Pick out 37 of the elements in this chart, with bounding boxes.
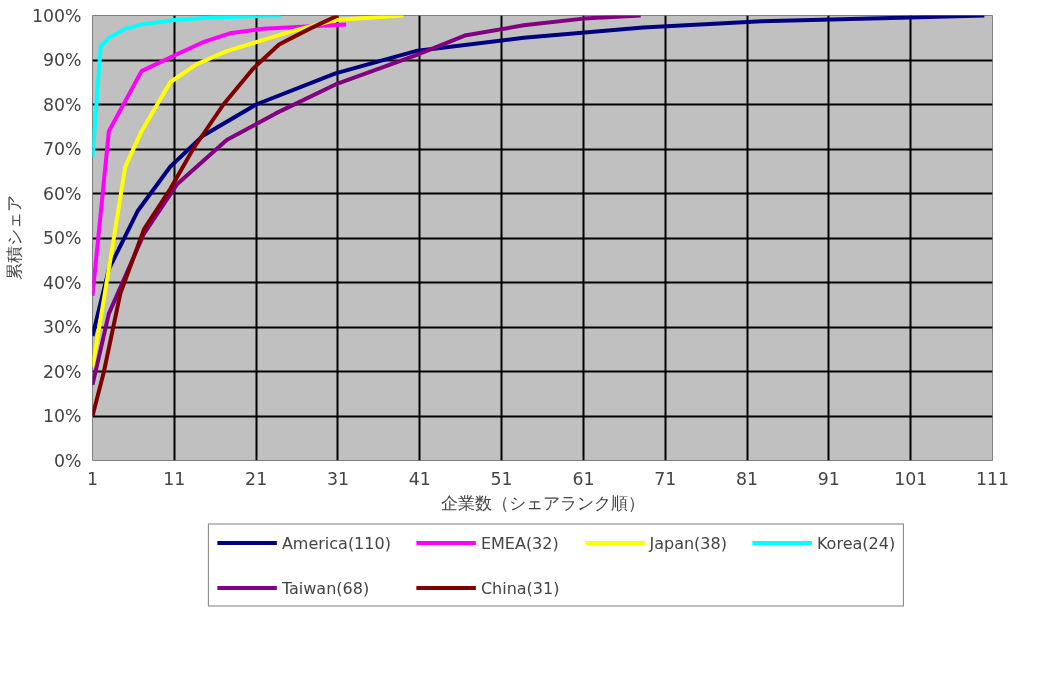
y-tick-label: 0%: [54, 450, 82, 471]
x-tick-label: 61: [572, 468, 595, 489]
y-axis-title: 累積シェア: [3, 195, 24, 281]
legend-label: China(31): [480, 578, 560, 597]
x-tick-label: 71: [654, 468, 677, 489]
x-tick-label: 11: [163, 468, 186, 489]
line-series: [92, 15, 283, 160]
x-tick-label: 91: [817, 468, 840, 489]
line-series: [92, 15, 406, 370]
x-tick-label: 111: [975, 468, 1010, 489]
line-series: [92, 15, 987, 338]
y-tick-label: 100%: [31, 5, 82, 26]
y-tick-label: 10%: [42, 406, 82, 426]
y-tick-label: 30%: [42, 317, 82, 337]
x-tick-label: 1: [86, 468, 99, 489]
y-tick-label: 40%: [42, 272, 82, 293]
legend-label: Japan(38): [649, 533, 727, 552]
legend-label: America(110): [281, 533, 391, 552]
x-tick-label: 31: [326, 468, 349, 489]
y-tick-label: 50%: [42, 228, 82, 248]
x-tick-label: 41: [408, 468, 431, 489]
y-tick-label: 70%: [42, 139, 82, 159]
y-tick-label: 60%: [42, 183, 82, 204]
y-tick-label: 20%: [42, 361, 82, 382]
x-tick-label: 21: [245, 468, 268, 489]
legend-label: Taiwan(68): [281, 578, 370, 597]
x-tick-label: 101: [894, 468, 928, 489]
line-series: [92, 22, 349, 298]
x-axis-title: 企業数（シェアランク順）: [440, 492, 645, 513]
line-series: [92, 15, 340, 418]
y-tick-label: 80%: [42, 94, 82, 115]
x-tick-label: 81: [736, 468, 759, 489]
line-series: [92, 15, 643, 387]
legend-label: EMEA(32): [480, 533, 559, 552]
y-tick-label: 90%: [42, 50, 82, 70]
legend-label: Korea(24): [816, 533, 896, 552]
x-tick-label: 51: [490, 468, 513, 489]
